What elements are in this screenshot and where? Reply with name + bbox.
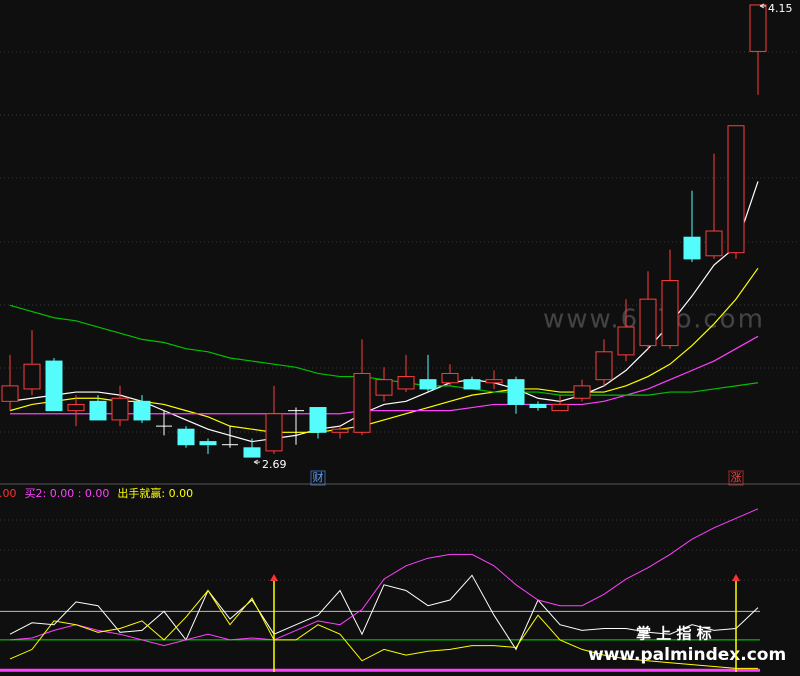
candle-body <box>683 236 701 260</box>
annotation-arrow <box>759 3 766 9</box>
candle-body <box>551 403 569 412</box>
legend-entry: 买2: 0.00 : 0.00 <box>25 487 110 500</box>
candle-body <box>89 400 107 421</box>
candle-body <box>309 407 327 433</box>
signal-arrow <box>270 574 278 581</box>
marker-box <box>310 470 326 486</box>
candle-body <box>45 360 63 412</box>
candle-body <box>243 447 261 458</box>
candle-body <box>595 351 613 381</box>
candle-body <box>331 428 349 433</box>
candle-body <box>485 379 503 384</box>
candle-body <box>419 379 437 390</box>
watermark: www.palmindex.com <box>588 645 786 665</box>
legend-entry: 出手就赢: 0.00 <box>117 486 193 500</box>
candle-body <box>67 403 85 412</box>
candle-body <box>375 379 393 396</box>
candle-body <box>133 400 151 421</box>
candle-body <box>353 372 371 433</box>
candle-body <box>199 441 217 446</box>
candle-body <box>463 379 481 390</box>
candle-body <box>507 379 525 405</box>
candle-body <box>111 397 129 421</box>
marker-text: 财 <box>313 470 324 484</box>
candle-body <box>441 372 459 384</box>
candle-body <box>617 326 635 356</box>
candle-body <box>639 298 657 347</box>
candle-body <box>177 428 195 446</box>
price-annotation: 4.15 <box>768 2 793 15</box>
indicator-line <box>9 589 758 669</box>
watermark: 掌 上 指 标 <box>636 625 712 643</box>
candle-body <box>23 363 41 390</box>
indicator-line <box>9 508 759 647</box>
candle-body <box>397 376 415 390</box>
candle-body <box>529 403 547 409</box>
indicator-line <box>9 574 759 651</box>
candle-body <box>661 280 679 347</box>
candle-body <box>265 413 283 452</box>
signal-arrow <box>732 574 740 581</box>
ma-line <box>9 181 759 443</box>
price-annotation: 2.69 <box>262 458 287 471</box>
marker-text: 涨 <box>731 471 742 484</box>
marker-box <box>728 470 744 486</box>
annotation-arrow <box>253 459 260 465</box>
candle-body <box>705 230 723 257</box>
candle-body <box>749 4 767 52</box>
candle-body <box>573 385 591 399</box>
legend-entry: 0.00 <box>0 487 17 500</box>
candle-body <box>727 125 745 254</box>
candle-body <box>1 385 19 402</box>
